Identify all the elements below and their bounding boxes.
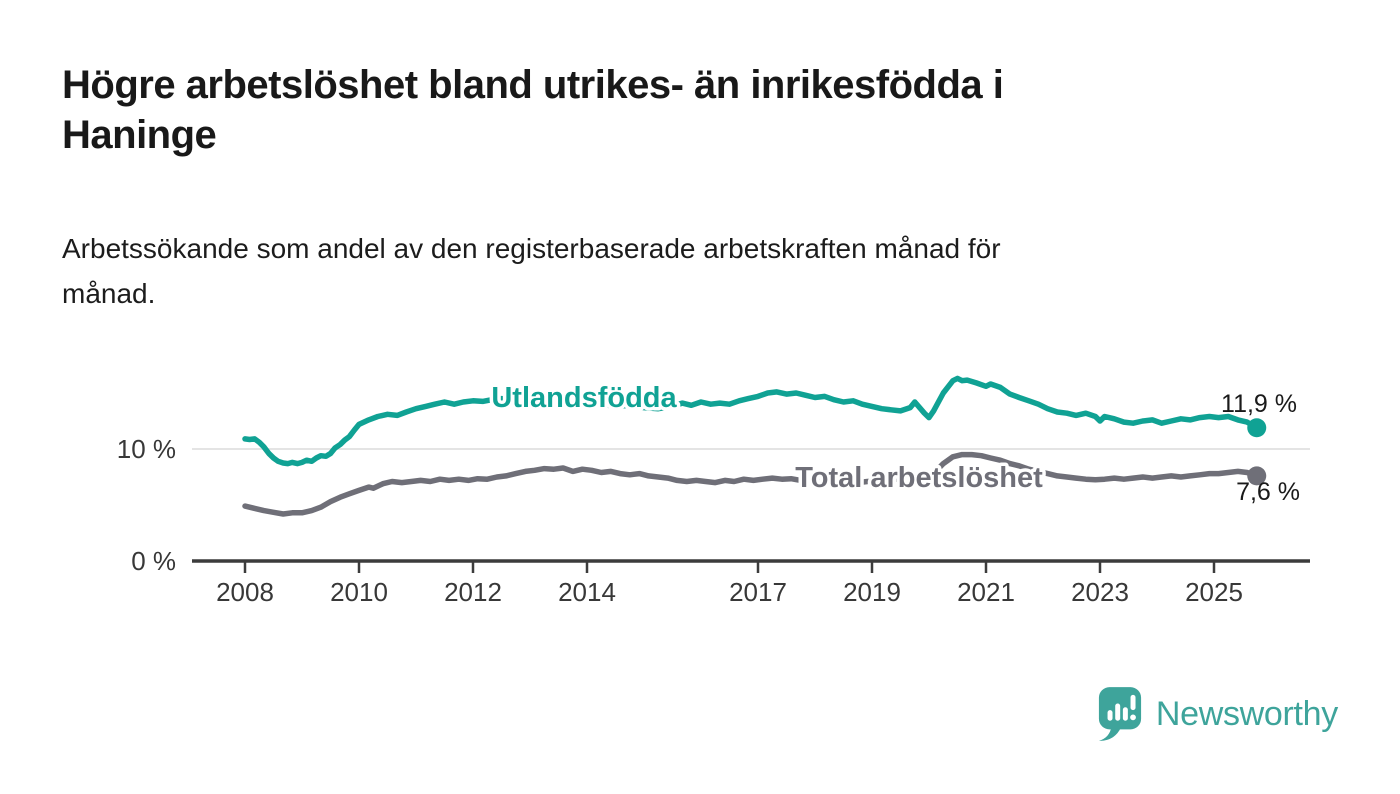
x-tick-label-2021: 2021 [957,577,1015,607]
chart-subtitle-line1: Arbetssökande som andel av den registerb… [62,233,1001,264]
page-title-line2: Haninge [62,113,217,157]
x-tick-label-2019: 2019 [843,577,901,607]
latest-value-label-utlandsfodda: 11,9 % [1221,390,1297,418]
latest-value-label-total-arbetsloshet: 7,6 % [1236,478,1300,506]
page-title-line1: Högre arbetslöshet bland utrikes- än inr… [62,63,1004,107]
x-tick-label-2014: 2014 [558,577,616,607]
y-tick-label-0: 0 % [131,546,176,576]
y-tick-label-10: 10 % [117,434,176,464]
x-tick-label-2010: 2010 [330,577,388,607]
x-tick-label-2017: 2017 [729,577,787,607]
newsworthy-logo: Newsworthy [1097,686,1338,742]
series-label-total-arbetsloshet: Total arbetslöshet [795,462,1043,494]
series-end-dot-utlandsfodda [1247,418,1267,438]
x-tick-label-2012: 2012 [444,577,502,607]
series-line-total-arbetsloshet [242,451,1260,517]
series-line-utlandsfodda [242,375,1260,467]
newsworthy-logo-text: Newsworthy [1155,694,1338,733]
series-end-dot-total-arbetsloshet [1247,466,1267,486]
page-title: Högre arbetslöshet bland utrikes- än inr… [62,60,1342,160]
series-label-utlandsfodda: Utlandsfödda [491,382,677,414]
chart-subtitle: Arbetssökande som andel av den registerb… [62,226,1322,316]
newsworthy-speech-bubble-bar-chart-icon [1098,687,1141,741]
x-tick-label-2025: 2025 [1185,577,1243,607]
x-tick-label-2008: 2008 [216,577,274,607]
x-tick-label-2023: 2023 [1071,577,1129,607]
chart-subtitle-line2: månad. [62,278,156,309]
